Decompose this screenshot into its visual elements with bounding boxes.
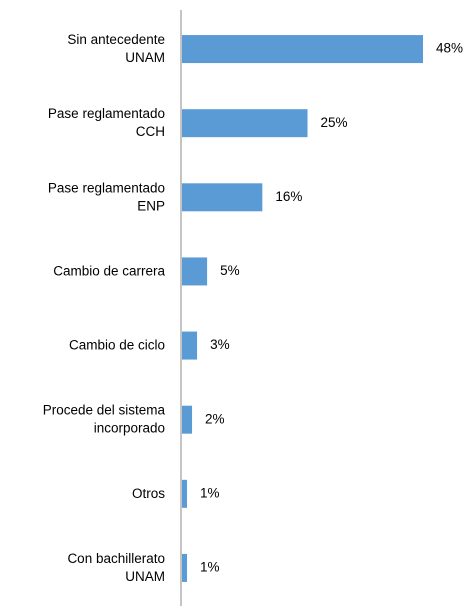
bar [182, 257, 208, 286]
category-label: Cambio de carrera [53, 263, 165, 278]
value-label: 48% [436, 41, 463, 56]
value-label: 3% [210, 337, 230, 352]
bar [182, 109, 308, 138]
value-label: 25% [321, 115, 348, 130]
value-label: 16% [275, 189, 302, 204]
bar [182, 553, 188, 582]
bar [182, 183, 263, 212]
bar [182, 331, 198, 360]
bar [182, 35, 423, 64]
category-label: Con bachillerato UNAM [67, 551, 165, 584]
category-label: Procede del sistema incorporado [43, 402, 166, 435]
value-label: 1% [200, 560, 220, 575]
category-label: Otros [132, 485, 165, 500]
value-label: 5% [220, 263, 240, 278]
value-label: 2% [205, 411, 225, 426]
category-label: Pase reglamentado CCH [48, 106, 165, 139]
value-label: 1% [200, 485, 220, 500]
category-label: Pase reglamentado ENP [48, 180, 165, 213]
category-label: Sin antecedente UNAM [67, 32, 165, 65]
bar [182, 405, 193, 434]
bar [182, 479, 188, 508]
category-label: Cambio de ciclo [69, 337, 165, 352]
